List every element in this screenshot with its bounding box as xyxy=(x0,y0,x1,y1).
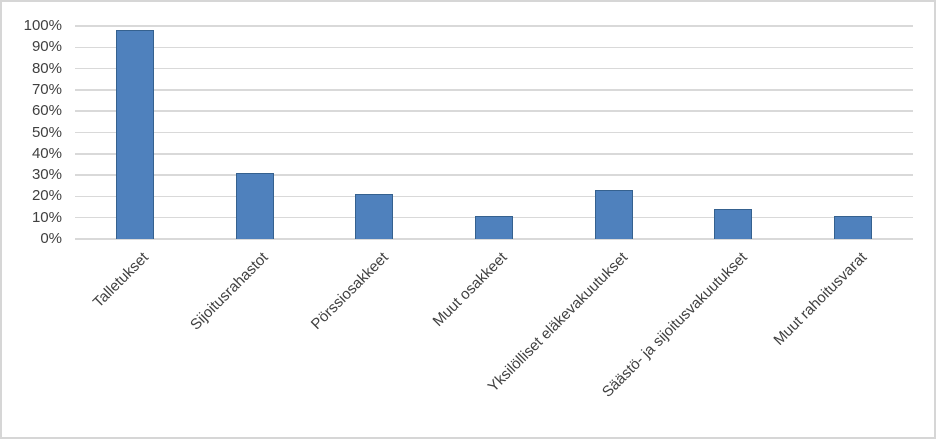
y-tick-label: 80% xyxy=(31,59,62,77)
bar-1 xyxy=(115,30,154,239)
plot-area xyxy=(75,25,913,240)
gridline-70 xyxy=(75,89,913,91)
y-tick-label: 50% xyxy=(31,123,62,141)
x-tick-label: Säästö- ja sijoitusvakuutukset xyxy=(598,249,751,401)
gridline-50 xyxy=(75,131,913,134)
gridline-0 xyxy=(75,238,913,240)
x-tick-label: Muut osakkeet xyxy=(430,249,512,331)
bar-5 xyxy=(594,190,633,239)
y-tick-label: 30% xyxy=(31,166,62,184)
y-tick-label: 100% xyxy=(23,17,62,34)
x-tick-label: Pörssiosakkeet xyxy=(307,249,392,333)
x-tick-label: Sijoitusrahastot xyxy=(187,249,272,334)
y-tick-label: 0% xyxy=(40,230,62,247)
y-tick-label: 40% xyxy=(31,144,62,162)
bar-6 xyxy=(714,209,753,239)
gridline-100 xyxy=(75,25,913,27)
y-tick-label: 60% xyxy=(31,102,62,120)
gridline-90 xyxy=(75,46,913,49)
gridline-40 xyxy=(75,153,913,155)
x-tick-label: Muut rahoitusvarat xyxy=(770,249,871,349)
y-tick-label: 10% xyxy=(31,208,62,226)
y-tick-label: 20% xyxy=(31,187,62,205)
y-tick-label: 90% xyxy=(31,38,62,56)
bar-7 xyxy=(834,215,873,239)
gridline-20 xyxy=(75,195,913,198)
bar-4 xyxy=(475,215,513,239)
bar-3 xyxy=(355,194,394,239)
y-tick-label: 70% xyxy=(31,80,62,98)
x-tick-label: Talletukset xyxy=(89,249,152,312)
bar-2 xyxy=(235,172,274,239)
gridline-60 xyxy=(75,110,913,112)
x-tick-label: Yksilölliset eläkevakuutukset xyxy=(484,249,631,396)
gridline-30 xyxy=(75,174,913,176)
gridline-80 xyxy=(75,67,913,70)
